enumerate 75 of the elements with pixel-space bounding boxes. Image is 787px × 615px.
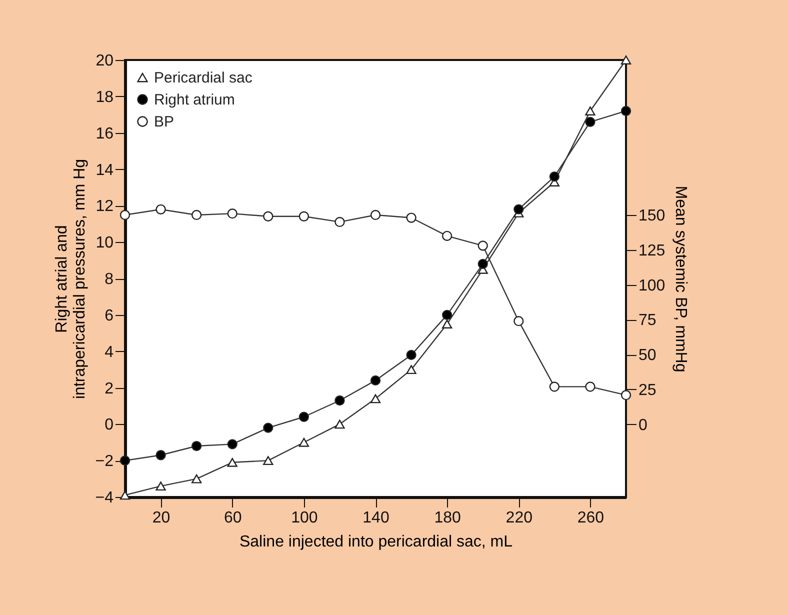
point — [156, 450, 166, 460]
x-axis-title: Saline injected into pericardial sac, mL — [239, 534, 513, 550]
point — [156, 204, 166, 214]
point — [442, 310, 452, 320]
point — [370, 375, 381, 386]
point — [478, 258, 488, 269]
y2-axis-title: Mean systemic BP, mmHg — [672, 186, 690, 372]
y-axis-title: Right atrial and intrapericardial pressures, mm Hg — [53, 158, 88, 400]
point — [370, 394, 381, 404]
y2-tick-label: 100 — [638, 277, 666, 294]
point — [334, 395, 345, 406]
legend-label: Pericardial sac — [154, 70, 253, 86]
point — [120, 210, 130, 220]
point — [334, 216, 345, 228]
y-tick-label: 20 — [96, 52, 114, 70]
point — [192, 440, 202, 452]
y-tick-label: 18 — [96, 88, 114, 106]
y-tick-label: 14 — [96, 162, 114, 179]
y2-tick-label: 0 — [638, 416, 648, 434]
y-tick-label: 6 — [104, 307, 114, 324]
point — [298, 412, 309, 422]
x-tick-label: 100 — [291, 510, 318, 526]
point — [370, 210, 381, 220]
point — [120, 456, 130, 466]
point — [192, 210, 202, 220]
y-tick-label: 0 — [104, 416, 114, 434]
point — [263, 422, 274, 433]
y-tick-label: 2 — [104, 380, 114, 398]
point — [585, 382, 596, 392]
point — [263, 456, 274, 466]
point — [298, 211, 309, 222]
point — [549, 382, 560, 392]
x-tick-label: 60 — [224, 510, 242, 526]
x-tick-label: 140 — [362, 510, 390, 526]
point — [406, 350, 416, 360]
point — [620, 56, 632, 64]
point — [585, 106, 596, 116]
point — [120, 490, 130, 500]
point — [227, 458, 238, 467]
point — [263, 211, 274, 222]
point — [227, 439, 238, 450]
point — [406, 365, 416, 374]
point — [227, 208, 238, 219]
y-tick-label: 10 — [96, 234, 114, 252]
point — [620, 106, 632, 116]
x-tick-label: 20 — [152, 510, 170, 526]
y-tick-label: −2 — [95, 453, 114, 470]
point — [514, 316, 524, 326]
y2-tick-label: 50 — [638, 347, 656, 364]
point — [406, 212, 416, 223]
y-tick-label: 4 — [104, 344, 114, 361]
y2-tick-label: 150 — [638, 207, 666, 224]
point — [478, 240, 488, 251]
y-tick-label: 8 — [104, 271, 114, 288]
point — [620, 390, 632, 400]
x-tick-label: 220 — [506, 510, 533, 526]
point — [298, 438, 309, 447]
y2-tick-label: 25 — [638, 382, 656, 399]
point — [514, 204, 524, 214]
point — [585, 116, 596, 127]
legend-label: BP — [154, 114, 174, 130]
x-tick-label: 180 — [434, 510, 462, 526]
point — [192, 474, 202, 484]
y2-tick-label: 75 — [638, 312, 656, 330]
x-tick-label: 260 — [577, 510, 604, 526]
y-tick-label: −4 — [95, 490, 114, 506]
legend-label: Right atrium — [154, 92, 235, 108]
point — [156, 482, 166, 491]
point — [334, 420, 345, 429]
point — [442, 320, 452, 328]
y2-tick-label: 125 — [638, 242, 666, 260]
y-tick-label: 16 — [96, 125, 114, 142]
point — [442, 230, 452, 241]
y-tick-label: 12 — [96, 198, 114, 216]
point — [549, 171, 560, 182]
